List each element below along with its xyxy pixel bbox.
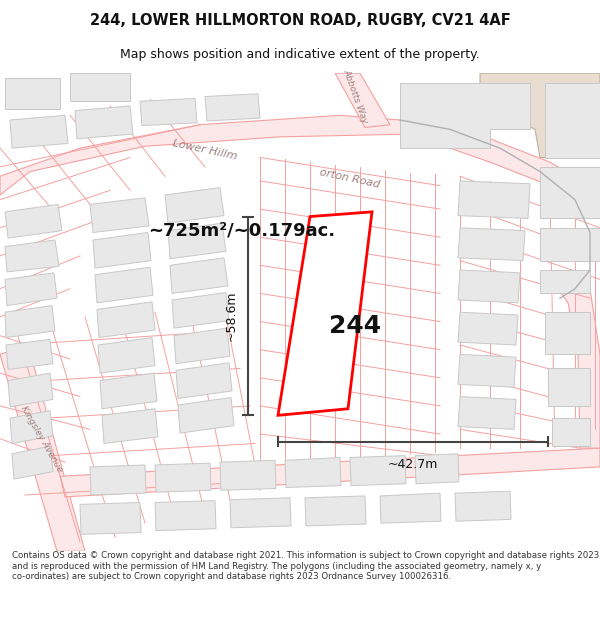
Polygon shape	[90, 198, 149, 232]
Polygon shape	[95, 268, 153, 302]
Polygon shape	[70, 73, 130, 101]
Polygon shape	[335, 73, 390, 127]
Polygon shape	[97, 302, 155, 338]
Polygon shape	[102, 409, 158, 444]
Polygon shape	[458, 312, 518, 345]
Polygon shape	[548, 368, 590, 406]
Polygon shape	[75, 106, 133, 139]
Polygon shape	[540, 228, 600, 261]
Text: ~58.6m: ~58.6m	[225, 291, 238, 341]
Text: Lower Hillm: Lower Hillm	[172, 138, 238, 162]
Polygon shape	[205, 94, 260, 121]
Polygon shape	[176, 362, 232, 399]
Text: Abbotts Way: Abbotts Way	[341, 68, 369, 125]
Polygon shape	[540, 270, 590, 294]
Polygon shape	[458, 228, 525, 261]
Polygon shape	[5, 240, 59, 272]
Polygon shape	[155, 501, 216, 531]
Polygon shape	[6, 339, 53, 369]
Polygon shape	[8, 373, 53, 407]
Polygon shape	[558, 289, 600, 448]
Polygon shape	[5, 306, 55, 338]
Polygon shape	[0, 115, 410, 195]
Text: 244, LOWER HILLMORTON ROAD, RUGBY, CV21 4AF: 244, LOWER HILLMORTON ROAD, RUGBY, CV21 …	[89, 13, 511, 28]
Polygon shape	[5, 78, 60, 109]
Polygon shape	[380, 493, 441, 523]
Polygon shape	[230, 498, 291, 528]
Polygon shape	[98, 338, 155, 373]
Polygon shape	[0, 345, 85, 551]
Polygon shape	[458, 354, 516, 387]
Polygon shape	[80, 503, 141, 534]
Text: ~42.7m: ~42.7m	[388, 459, 438, 471]
Polygon shape	[545, 82, 600, 158]
Text: orton Road: orton Road	[319, 167, 381, 189]
Polygon shape	[552, 418, 590, 446]
Text: Contains OS data © Crown copyright and database right 2021. This information is : Contains OS data © Crown copyright and d…	[12, 551, 599, 581]
Polygon shape	[305, 496, 366, 526]
Polygon shape	[10, 411, 53, 444]
Polygon shape	[455, 491, 511, 521]
Polygon shape	[545, 312, 590, 354]
Polygon shape	[5, 204, 62, 238]
Polygon shape	[165, 188, 224, 223]
Text: ~725m²/~0.179ac.: ~725m²/~0.179ac.	[148, 222, 335, 239]
Polygon shape	[178, 398, 234, 433]
Polygon shape	[155, 463, 211, 492]
Text: Kingsley Avenue: Kingsley Avenue	[19, 404, 65, 473]
Polygon shape	[285, 458, 341, 488]
Polygon shape	[10, 115, 68, 148]
Polygon shape	[350, 456, 406, 486]
Polygon shape	[5, 272, 57, 306]
Polygon shape	[458, 397, 516, 429]
Text: 244: 244	[329, 314, 381, 338]
Polygon shape	[278, 212, 372, 415]
Polygon shape	[12, 446, 53, 479]
Polygon shape	[458, 181, 530, 218]
Polygon shape	[140, 98, 197, 126]
Polygon shape	[168, 223, 226, 259]
Polygon shape	[170, 258, 228, 294]
Polygon shape	[400, 120, 590, 209]
Polygon shape	[458, 270, 520, 302]
Polygon shape	[174, 328, 230, 364]
Polygon shape	[540, 167, 600, 218]
Polygon shape	[100, 373, 157, 409]
Polygon shape	[220, 460, 276, 490]
Polygon shape	[93, 232, 151, 268]
Polygon shape	[415, 454, 459, 484]
Polygon shape	[172, 292, 229, 328]
Polygon shape	[400, 82, 530, 148]
Polygon shape	[90, 465, 146, 495]
Polygon shape	[480, 73, 600, 158]
Text: Map shows position and indicative extent of the property.: Map shows position and indicative extent…	[120, 48, 480, 61]
Polygon shape	[60, 448, 600, 497]
